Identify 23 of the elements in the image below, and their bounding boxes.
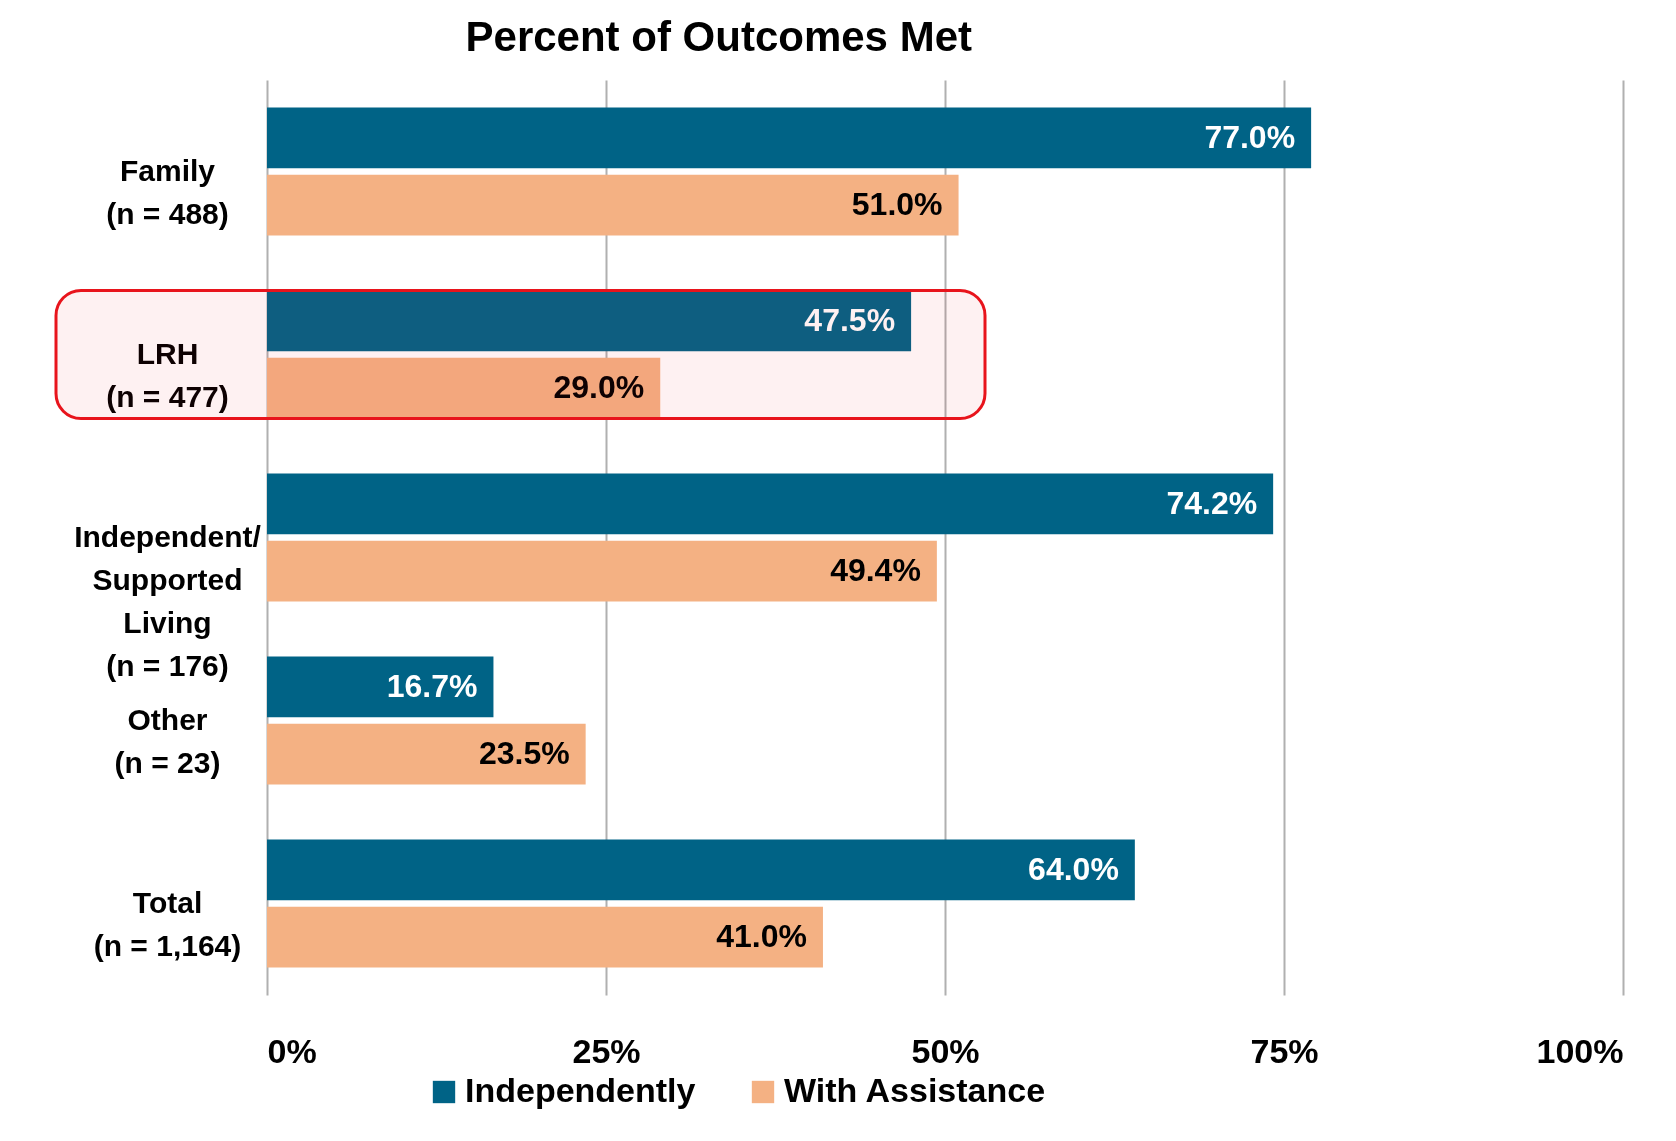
data-label: 77.0% [1204, 118, 1296, 155]
y-tick-label: Family (n = 488) [106, 153, 229, 230]
x-tick-label: 100% [1536, 1031, 1624, 1070]
data-label: 47.5% [804, 301, 896, 338]
data-label: 16.7% [386, 667, 478, 704]
legend-label: Independently [465, 1071, 696, 1109]
y-tick-label: LRH (n = 477) [106, 336, 229, 413]
data-label: 74.2% [1166, 484, 1258, 521]
y-tick-label: Other (n = 23) [114, 702, 221, 779]
data-label: 49.4% [830, 552, 921, 589]
data-label: 51.0% [851, 186, 943, 223]
x-tick-label: 0% [267, 1031, 317, 1070]
y-tick-label: Independent/ Supported Living (n = 176) [74, 519, 262, 682]
x-tick-label: 50% [911, 1031, 980, 1070]
y-tick-label: Total (n = 1,164) [93, 885, 242, 962]
chart-title: Percent of Outcomes Met [465, 13, 972, 60]
data-label: 64.0% [1028, 850, 1119, 887]
x-tick-label: 25% [572, 1031, 641, 1070]
x-tick-label: 75% [1250, 1031, 1319, 1070]
data-label: 41.0% [716, 918, 807, 955]
data-label: 29.0% [553, 369, 645, 406]
data-label: 23.5% [478, 735, 570, 772]
legend-label: With Assistance [784, 1071, 1046, 1109]
